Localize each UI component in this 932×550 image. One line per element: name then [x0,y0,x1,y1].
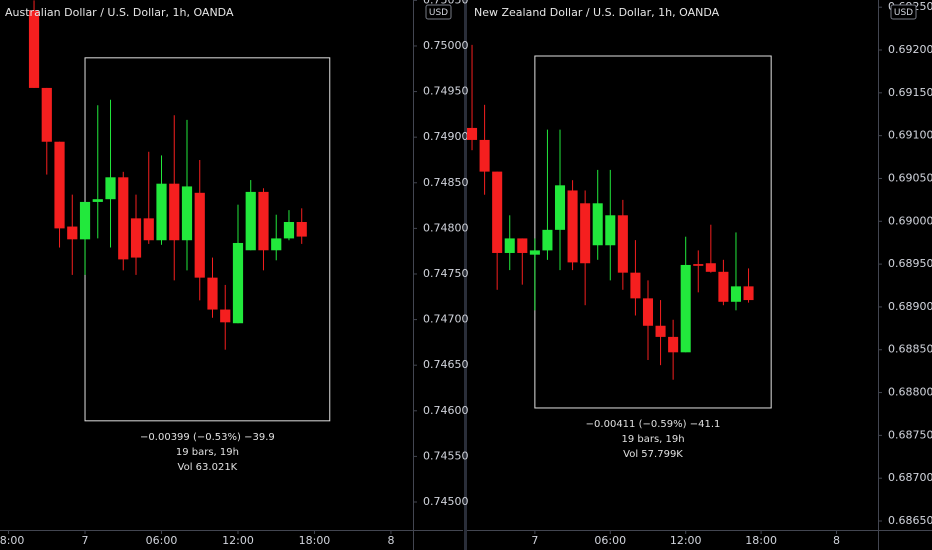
candle-body [105,177,116,200]
candle-body [567,190,578,263]
x-tick-label: 18:00 [299,534,331,547]
candle-body [554,185,566,230]
y-tick-label: 0.74900 [423,130,469,143]
y-tick-label: 0.68800 [888,386,932,399]
y-tick-label: 0.74500 [423,495,469,508]
candle-body [79,201,91,240]
y-tick-label: 0.74700 [423,313,469,326]
x-tick-label: 8 [387,534,394,547]
candle-body [118,177,129,260]
x-labels: 7 06:00 12:00 18:00 8 [531,530,840,547]
candle-body [479,139,490,172]
candle-body [296,221,307,237]
candle-body [169,183,180,241]
x-tick-label: 12:00 [222,534,254,547]
measure-label: −0.00399 (−0.53%) −39.9 [140,432,275,443]
candle-body [232,242,244,324]
x-tick-label: 8 [833,534,840,547]
y-tick-label: 0.74550 [423,449,469,462]
candle-body [258,191,269,251]
plot-area: −0.00399 (−0.53%) −39.9 19 bars, 19h Vol 6… [28,0,331,473]
measure-label: 19 bars, 19h [621,434,684,445]
y-tick-label: 0.68700 [888,471,932,484]
currency-label: USD [429,8,448,18]
candle-body [283,221,295,239]
y-tick-label: 0.68950 [888,257,932,270]
candle-body [630,272,641,299]
candle-body [504,238,515,253]
y-tick-label: 0.74850 [423,176,469,189]
candle-body [181,186,193,241]
candle-body [718,271,729,302]
candle-body [467,127,478,140]
chart-title: Australian Dollar / U.S. Dollar, 1h, OAN… [5,6,234,19]
y-tick-label: 0.74650 [423,358,469,371]
candle-body [67,226,78,240]
candle-body [542,229,553,251]
candle-body [529,250,540,255]
y-tick-label: 0.74800 [423,221,469,234]
candle-body [156,183,167,241]
candle-body [220,309,231,323]
y-tick-label: 0.69200 [888,43,932,56]
currency-label: USD [894,8,913,18]
y-tick-label: 0.74600 [423,404,469,417]
y-tick-label: 0.74750 [423,267,469,280]
y-tick-label: 0.75050 [423,0,469,6]
candle-body [592,203,603,246]
candle-body [705,263,716,272]
x-tick-label: 7 [82,534,89,547]
y-tick-label: 0.68750 [888,428,932,441]
y-tick-label: 0.69000 [888,214,932,227]
candle-body [492,171,503,253]
y-tick-label: 0.69050 [888,171,932,184]
candle-body [617,215,628,273]
measure-label: Vol 63.021K [178,462,238,473]
x-labels: 18:00 7 06:00 12:00 18:00 8 [0,530,394,547]
x-tick-label: 18:00 [0,534,24,547]
y-tick-label: 0.75000 [423,39,469,52]
y-tick-label: 0.68900 [888,300,932,313]
candle-body [92,199,103,202]
pane-separator [464,0,467,550]
y-tick-label: 0.74950 [423,85,469,98]
candle-body [655,325,666,337]
candle-body [194,192,205,278]
candle-body [580,203,591,264]
candle-body [668,336,679,353]
measure-label: 19 bars, 19h [176,447,239,458]
candle-body [743,286,754,301]
candle-body [41,87,52,142]
x-tick-label: 18:00 [745,534,777,547]
measure-box [534,55,772,409]
candle-body [680,264,691,353]
candle-body [517,238,528,253]
y-tick-label: 0.69150 [888,86,932,99]
y-tick-label: 0.69100 [888,129,932,142]
candle-body [271,238,282,251]
measure-label: Vol 57.799K [623,449,683,460]
candle-body [130,218,142,258]
candle-body [54,141,65,229]
currency-badge [425,4,452,20]
currency-badge [890,4,917,20]
y-tick-label: 0.68850 [888,343,932,356]
x-tick-label: 7 [531,534,538,547]
x-tick-label: 06:00 [146,534,178,547]
y-tick-label: 0.68650 [888,514,932,527]
candle-body [642,298,654,326]
measure-label: −0.00411 (−0.59%) −41.1 [586,419,721,430]
candle-body [143,218,154,241]
candle-body [605,215,616,246]
candle-body [28,10,40,88]
candle-body [245,191,256,251]
candle-body [730,286,741,302]
plot-area: −0.00411 (−0.59%) −41.1 19 bars, 19h Vol 5… [467,44,772,460]
chart-title: New Zealand Dollar / U.S. Dollar, 1h, OA… [474,6,720,19]
candle-body [207,277,218,310]
x-tick-label: 12:00 [670,534,702,547]
candle-body [693,264,704,266]
x-tick-label: 06:00 [594,534,626,547]
